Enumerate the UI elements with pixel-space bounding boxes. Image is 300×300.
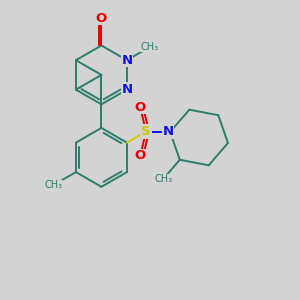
Text: CH₃: CH₃ [154,174,172,184]
Text: N: N [163,125,174,138]
Text: S: S [141,125,151,138]
Text: N: N [122,54,133,67]
Text: CH₃: CH₃ [45,180,63,190]
Text: N: N [122,83,133,96]
Text: CH₃: CH₃ [140,42,158,52]
Text: O: O [134,149,146,162]
Text: O: O [134,101,146,114]
Text: O: O [96,12,107,25]
